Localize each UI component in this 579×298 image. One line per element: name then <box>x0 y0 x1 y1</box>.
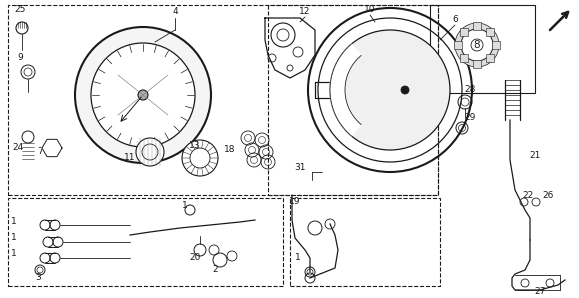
Bar <box>492 41 500 49</box>
Bar <box>268 5 438 195</box>
Text: 13: 13 <box>189 140 201 150</box>
Circle shape <box>401 86 409 94</box>
Circle shape <box>182 140 218 176</box>
Circle shape <box>138 90 148 100</box>
Circle shape <box>455 23 499 67</box>
Text: 8: 8 <box>474 40 481 50</box>
Text: 21: 21 <box>529 150 541 159</box>
Bar <box>473 22 481 30</box>
Text: 22: 22 <box>522 190 534 199</box>
Text: 2: 2 <box>212 266 218 274</box>
Text: 1: 1 <box>11 217 17 226</box>
Text: 19: 19 <box>290 198 301 207</box>
Bar <box>486 55 494 63</box>
Text: 26: 26 <box>543 190 554 199</box>
Text: 28: 28 <box>464 86 476 94</box>
Text: 20: 20 <box>189 254 201 263</box>
Bar <box>430 5 535 93</box>
Bar <box>473 60 481 68</box>
Polygon shape <box>42 139 62 157</box>
Text: 29: 29 <box>464 114 476 122</box>
Bar <box>460 27 468 35</box>
Text: 3: 3 <box>35 274 41 283</box>
Text: 7: 7 <box>37 148 43 156</box>
Text: 1: 1 <box>11 234 17 243</box>
Text: 6: 6 <box>452 15 458 24</box>
Bar <box>8 5 438 195</box>
Bar <box>454 41 462 49</box>
Text: 9: 9 <box>17 54 23 63</box>
Text: 12: 12 <box>299 7 311 16</box>
Text: 10: 10 <box>364 5 376 15</box>
Circle shape <box>75 27 211 163</box>
Text: 18: 18 <box>224 145 236 154</box>
Text: 1: 1 <box>11 249 17 258</box>
Text: 24: 24 <box>12 144 24 153</box>
Circle shape <box>136 138 164 166</box>
Polygon shape <box>330 44 361 136</box>
Text: 25: 25 <box>14 5 25 15</box>
Text: 27: 27 <box>534 288 545 297</box>
Text: 31: 31 <box>294 164 306 173</box>
Bar <box>486 27 494 35</box>
Text: 4: 4 <box>172 7 178 16</box>
Bar <box>290 198 440 286</box>
Bar <box>8 198 283 286</box>
Circle shape <box>91 43 195 147</box>
Text: 1: 1 <box>295 252 301 262</box>
Text: 11: 11 <box>124 153 135 162</box>
Circle shape <box>330 30 450 150</box>
Text: 1: 1 <box>182 201 188 209</box>
Circle shape <box>461 29 493 61</box>
Bar <box>460 55 468 63</box>
